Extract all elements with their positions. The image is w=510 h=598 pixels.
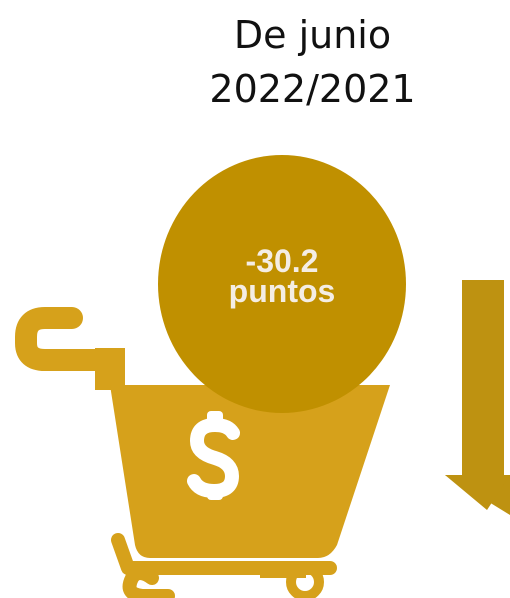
indicator-value: -30.2 [245, 243, 319, 279]
dollar-sign-icon [187, 411, 240, 500]
period-title-line-2: 2022/2021 [209, 67, 416, 111]
period-title: De junio 2022/2021 [150, 8, 475, 116]
arrow-down-icon [445, 280, 510, 515]
indicator-unit: puntos [228, 273, 336, 309]
period-title-line-1: De junio [233, 13, 392, 57]
shopping-cart-icon [15, 307, 390, 598]
value-bubble: -30.2 puntos [158, 155, 406, 413]
